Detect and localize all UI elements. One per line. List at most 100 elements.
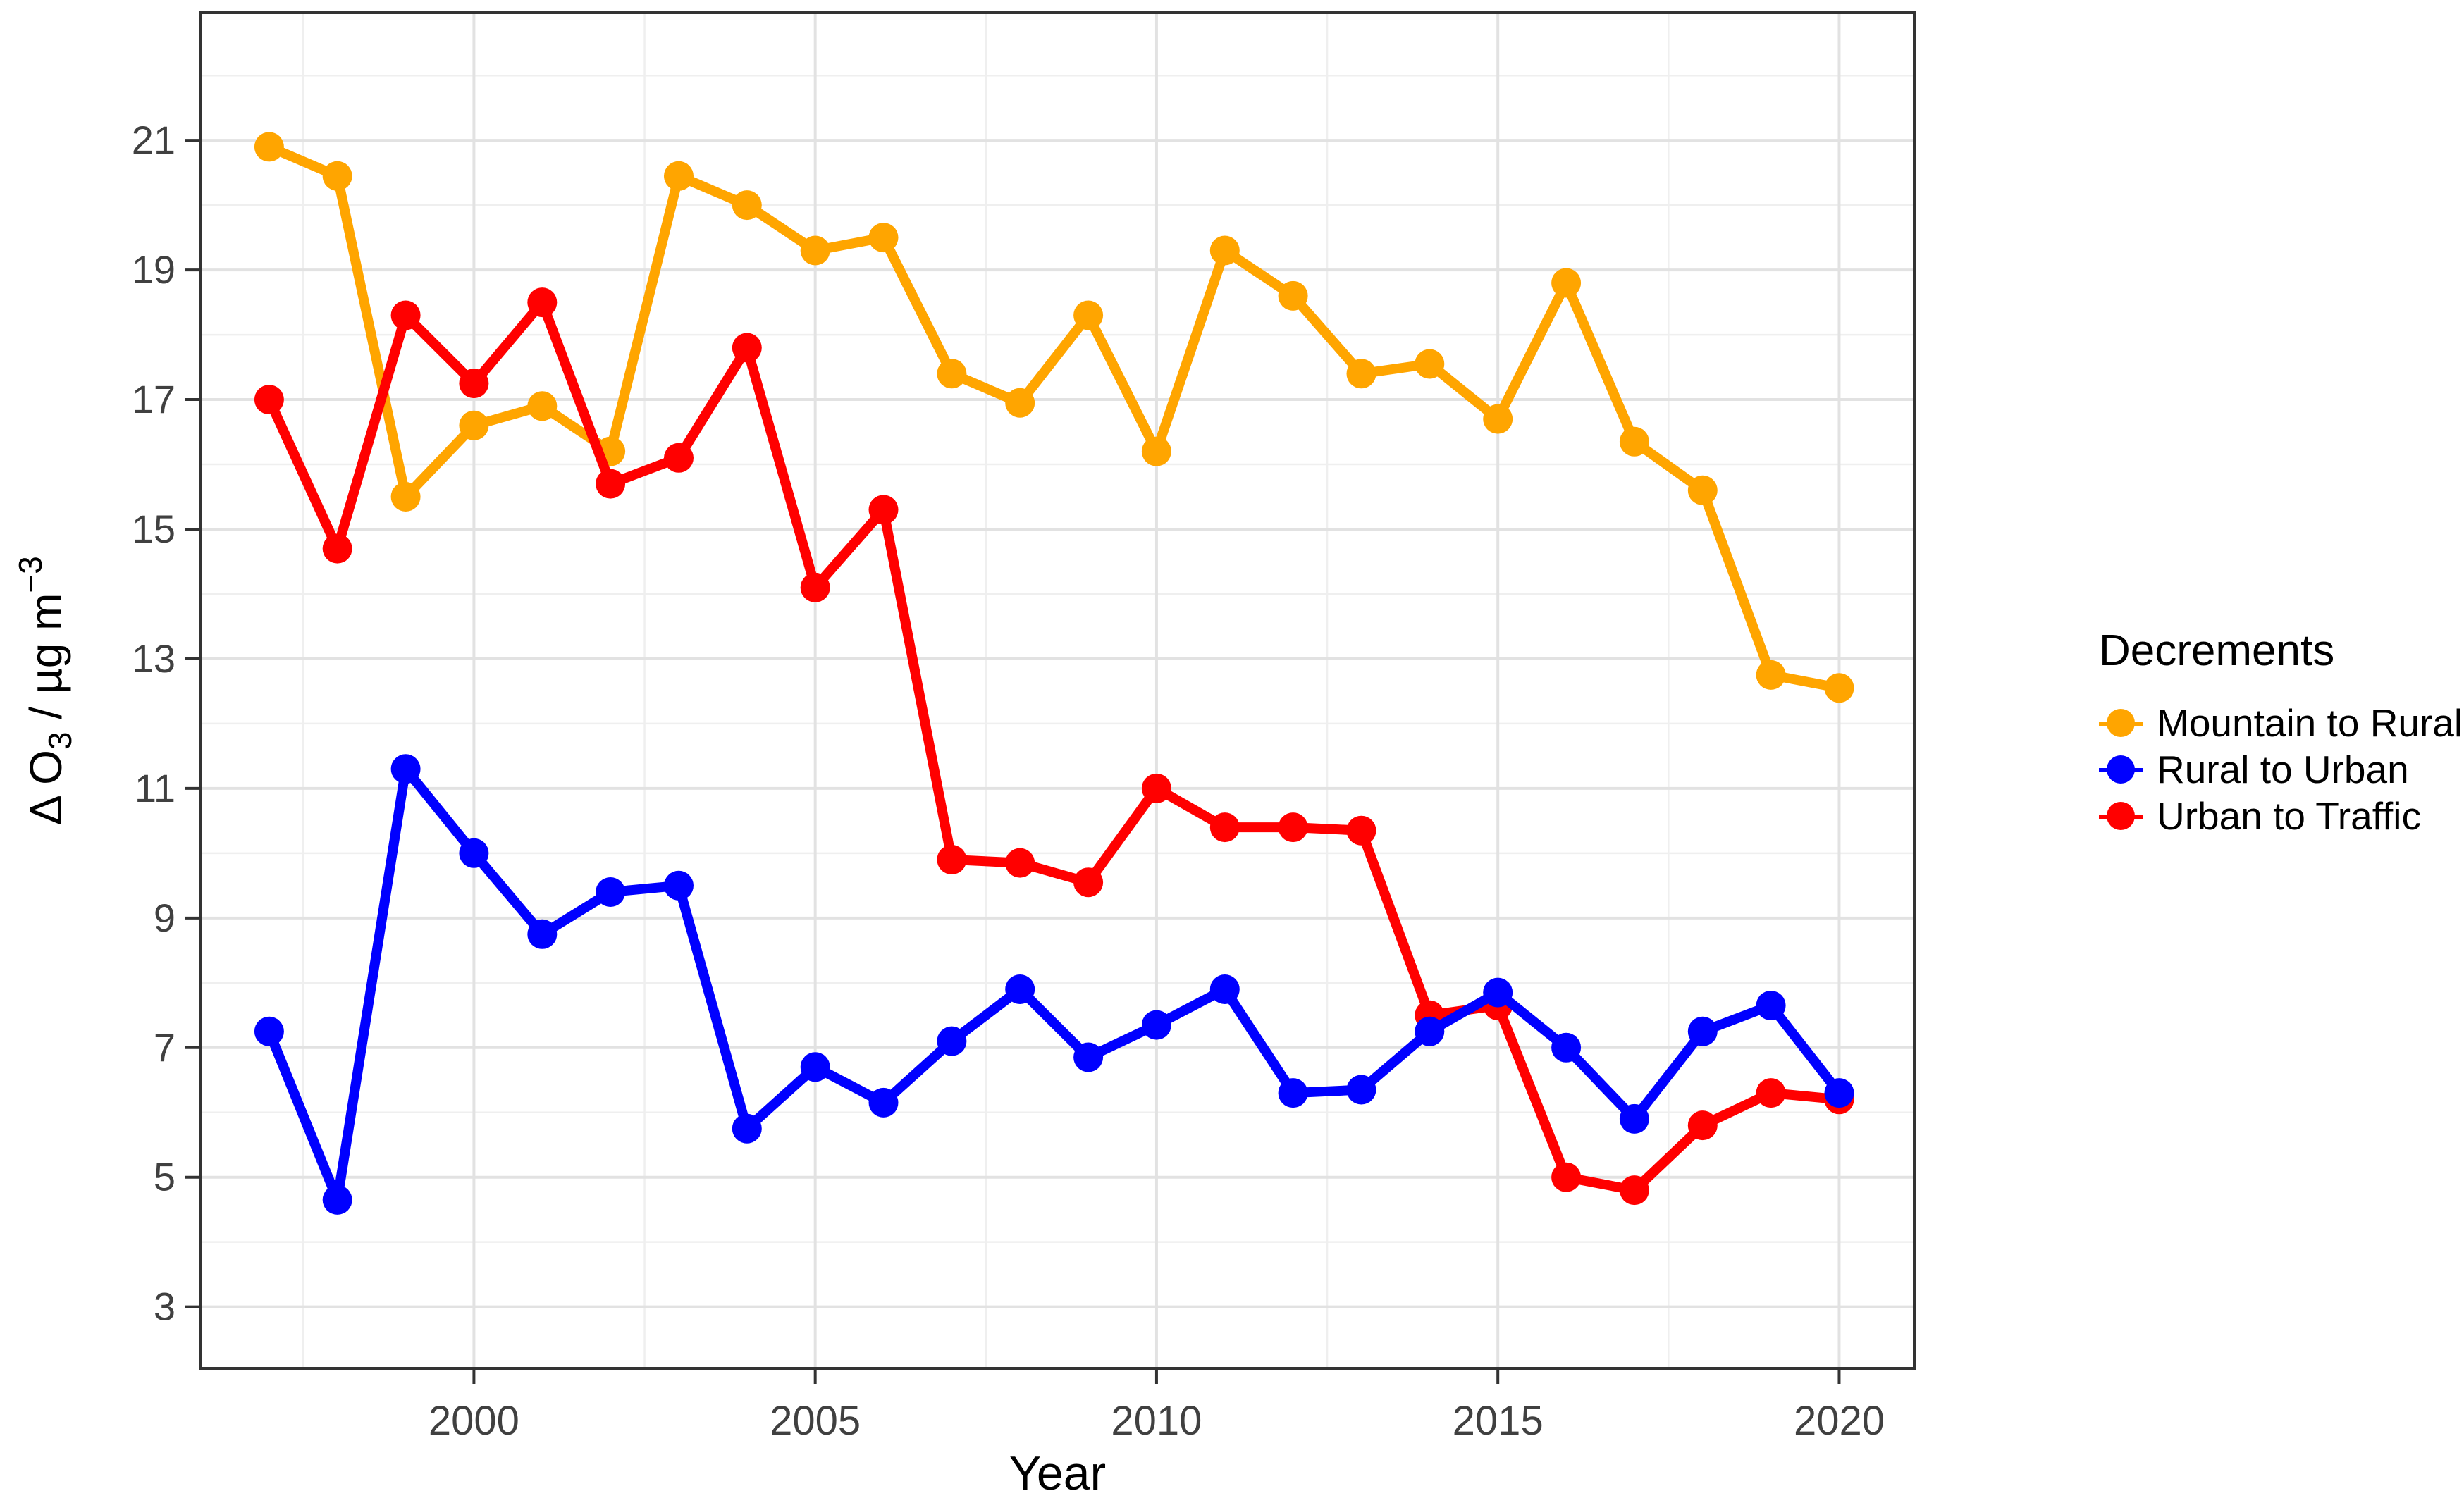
data-point xyxy=(1619,1103,1649,1134)
x-axis-tick-label: 2005 xyxy=(770,1398,861,1444)
data-point xyxy=(1756,991,1786,1020)
plot-panel-border xyxy=(199,11,1916,1370)
data-point xyxy=(868,1087,899,1118)
legend-item: Rural to Urban xyxy=(2099,746,2463,793)
data-point xyxy=(1483,404,1513,434)
series-line-rural-to-urban xyxy=(264,764,1844,1205)
data-point xyxy=(1619,426,1649,457)
data-point xyxy=(1073,1042,1104,1072)
data-point xyxy=(527,919,558,949)
data-point xyxy=(1551,268,1582,298)
legend-key-urban-to-traffic xyxy=(2099,794,2143,838)
data-point xyxy=(1005,388,1035,418)
legend-key-mountain-to-rural xyxy=(2099,701,2143,745)
data-point xyxy=(732,1113,762,1144)
legend-key-rural-to-urban xyxy=(2099,748,2143,791)
data-point xyxy=(527,391,558,421)
legend-key-dot xyxy=(2107,709,2135,737)
data-point xyxy=(1346,1075,1376,1105)
y-axis-tick-label: 15 xyxy=(132,507,175,551)
data-point xyxy=(1005,848,1035,878)
legend-item-label: Rural to Urban xyxy=(2157,748,2409,791)
data-point xyxy=(390,300,421,330)
data-point xyxy=(322,1184,352,1215)
data-point xyxy=(1415,1016,1445,1046)
data-point xyxy=(800,572,830,602)
y-axis-tick-label: 19 xyxy=(132,247,175,292)
data-point xyxy=(1687,1110,1718,1141)
data-point xyxy=(1483,977,1513,1008)
data-point xyxy=(322,533,352,564)
data-point xyxy=(1619,1175,1649,1206)
y-axis-title-mid: / µg m xyxy=(20,593,71,732)
data-point xyxy=(1278,812,1308,843)
data-point xyxy=(1141,1010,1171,1040)
data-point xyxy=(254,132,284,162)
data-point xyxy=(1346,815,1376,846)
data-point xyxy=(1209,812,1240,843)
data-point xyxy=(1824,1078,1854,1108)
legend-item: Urban to Traffic xyxy=(2099,793,2463,839)
data-point xyxy=(596,469,626,499)
data-point xyxy=(390,754,421,784)
data-point xyxy=(937,359,967,389)
legend-key-dot xyxy=(2107,755,2135,784)
data-point xyxy=(664,870,694,901)
legend-item: Mountain to Rural xyxy=(2099,700,2463,746)
data-point xyxy=(1209,974,1240,1004)
data-point xyxy=(1551,1162,1582,1192)
data-point xyxy=(254,1016,284,1046)
y-axis-title-superscript: −3 xyxy=(12,556,49,593)
data-point xyxy=(664,443,694,473)
data-point xyxy=(1687,475,1718,505)
data-point xyxy=(1346,359,1376,389)
y-axis-tick-label: 13 xyxy=(132,636,175,681)
y-axis-tick-label: 7 xyxy=(154,1025,175,1070)
data-point xyxy=(800,1052,830,1082)
y-axis-tick-label: 5 xyxy=(154,1155,175,1199)
data-point xyxy=(1073,867,1104,898)
data-point xyxy=(732,333,762,363)
data-point xyxy=(937,845,967,874)
x-axis-tick-label: 2015 xyxy=(1453,1398,1544,1444)
data-point xyxy=(459,838,489,868)
data-point xyxy=(868,495,899,525)
data-point xyxy=(1141,436,1171,466)
x-axis-tick-label: 2020 xyxy=(1794,1398,1885,1444)
data-point xyxy=(322,161,352,191)
data-point xyxy=(1141,773,1171,803)
y-axis-tick-label: 9 xyxy=(154,896,175,940)
data-point xyxy=(254,385,284,415)
legend: Decrements Mountain to Rural Rural to Ur… xyxy=(2099,626,2463,839)
data-point xyxy=(800,235,830,266)
y-axis-title-prefix: Δ O xyxy=(20,750,71,825)
y-axis-tick-label: 3 xyxy=(154,1285,175,1329)
data-point xyxy=(459,410,489,440)
data-point xyxy=(1278,1078,1308,1108)
y-axis-title: Δ O3 / µg m−3 xyxy=(11,556,79,825)
y-axis-tick-label: 17 xyxy=(132,377,175,421)
legend-key-dot xyxy=(2107,802,2135,830)
data-point xyxy=(1415,349,1445,379)
x-axis-title: Year xyxy=(1009,1447,1107,1500)
data-point xyxy=(1005,974,1035,1004)
legend-title: Decrements xyxy=(2099,626,2335,675)
x-axis-tick-label: 2000 xyxy=(429,1398,519,1444)
data-point xyxy=(1687,1016,1718,1046)
data-point xyxy=(732,190,762,221)
data-point xyxy=(596,877,626,907)
y-axis-tick-label: 11 xyxy=(135,766,175,810)
data-point xyxy=(1073,300,1104,330)
data-point xyxy=(868,223,899,253)
y-axis-tick-label: 21 xyxy=(132,118,175,162)
data-point xyxy=(1824,673,1854,703)
data-point xyxy=(664,161,694,191)
data-point xyxy=(1278,280,1308,311)
data-point xyxy=(459,369,489,399)
x-axis-tick-label: 2010 xyxy=(1111,1398,1202,1444)
data-point xyxy=(390,482,421,512)
y-axis-title-subscript: 3 xyxy=(42,731,78,750)
